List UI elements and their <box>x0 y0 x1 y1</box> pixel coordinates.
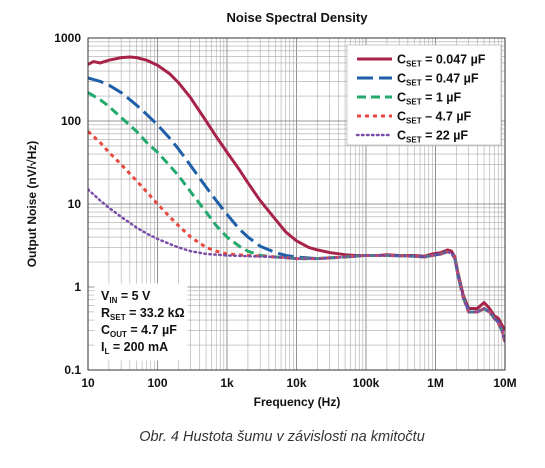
legend: CSET = 0.047 µF CSET = 0.47 µF CSET = 1 µF… <box>346 44 502 146</box>
series-line-4 <box>88 130 505 342</box>
y-tick-labels: 0.1 1 10 100 1000 <box>54 31 81 377</box>
legend-entry: CSET = 1 µF <box>397 91 461 107</box>
figure-caption: Obr. 4 Hustota šumu v závislosti na kmit… <box>139 429 425 445</box>
x-tick-label: 10k <box>286 376 306 390</box>
x-tick-label: 1M <box>427 376 444 390</box>
y-tick-label: 0.1 <box>64 363 81 377</box>
y-axis-title: Output Noise (nV/√Hz) <box>25 141 39 268</box>
x-tick-label: 10M <box>493 376 516 390</box>
y-tick-label: 1 <box>74 280 81 294</box>
x-tick-label: 100 <box>147 376 167 390</box>
x-tick-labels: 10 100 1k 10k 100k 1M 10M <box>81 376 516 390</box>
conditions-background <box>94 283 188 361</box>
legend-entry: CSET – 4.7 µF <box>397 110 472 126</box>
legend-entry: CSET = 0.047 µF <box>397 53 486 69</box>
x-tick-label: 100k <box>353 376 380 390</box>
y-tick-label: 100 <box>61 114 81 128</box>
y-tick-label: 10 <box>68 197 82 211</box>
y-tick-label: 1000 <box>54 31 81 45</box>
plot-frame <box>87 37 506 371</box>
legend-box <box>346 44 502 146</box>
condition-line: RSET = 33.2 kΩ <box>101 306 185 322</box>
series-line-5 <box>88 188 505 343</box>
legend-entry: CSET = 0.47 µF <box>397 72 479 88</box>
condition-line: IL = 200 mA <box>101 340 168 356</box>
legend-entry: CSET = 22 µF <box>397 129 468 145</box>
x-tick-label: 1k <box>220 376 234 390</box>
chart-title: Noise Spectral Density <box>227 10 369 25</box>
x-axis-title: Frequency (Hz) <box>254 395 341 409</box>
curves <box>88 55 505 343</box>
condition-line: VIN = 5 V <box>101 289 151 305</box>
x-tick-label: 10 <box>81 376 95 390</box>
condition-line: COUT = 4.7 µF <box>101 323 177 339</box>
